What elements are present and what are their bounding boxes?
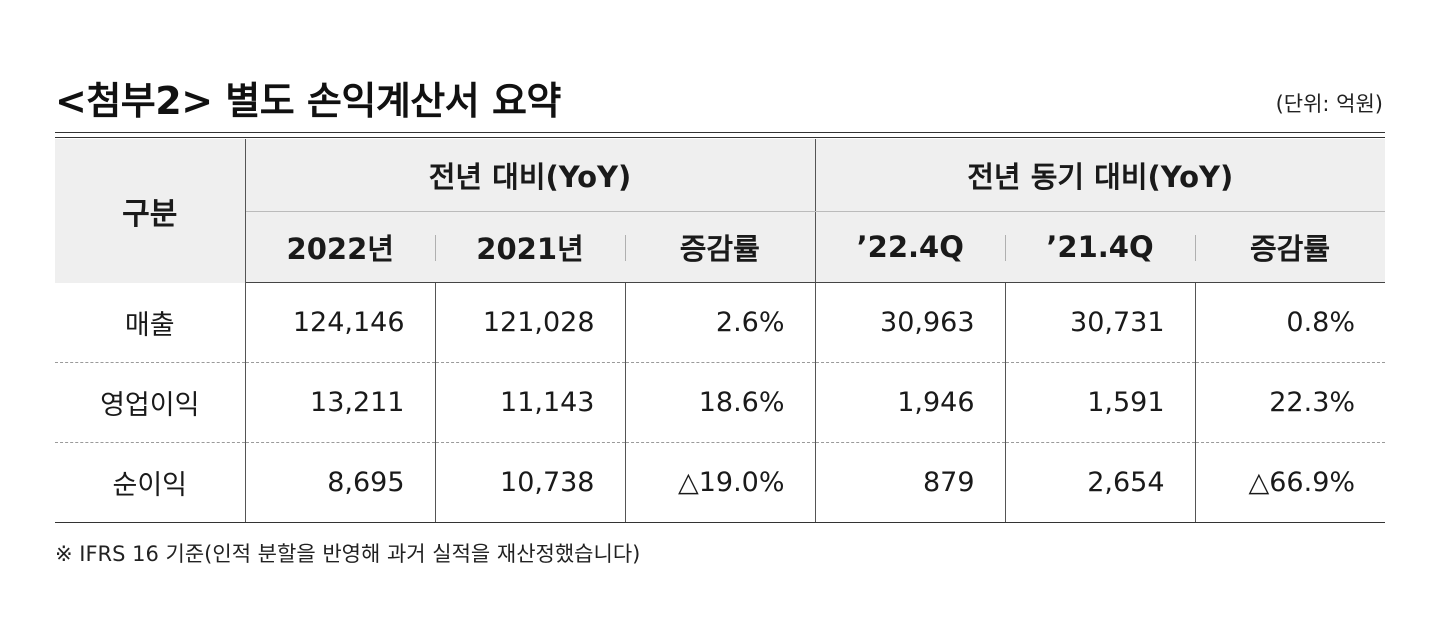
table-cell: 30,731 (1005, 282, 1196, 363)
table-cell: △19.0% (625, 442, 816, 523)
column-header: 증감률 (1195, 211, 1386, 283)
table-cell: 879 (815, 442, 1006, 523)
table-cell: 10,738 (435, 442, 626, 523)
page-title: <첨부2> 별도 손익계산서 요약 (55, 79, 561, 123)
group-header-quarterly: 전년 동기 대비(YoY) (815, 139, 1386, 212)
income-statement-table: 구분 전년 대비(YoY) 전년 동기 대비(YoY) 2022년 2021년 … (55, 139, 1386, 523)
table-cell: 2.6% (625, 282, 816, 363)
row-label: 영업이익 (55, 362, 246, 443)
table-cell: 13,211 (245, 362, 436, 443)
column-header: 증감률 (625, 211, 816, 283)
table-row: 영업이익 13,211 11,143 18.6% 1,946 1,591 22.… (55, 362, 1386, 443)
column-header: ’21.4Q (1005, 211, 1196, 283)
footnote: ※ IFRS 16 기준(인적 분할을 반영해 과거 실적을 재산정했습니다) (55, 542, 641, 566)
table-cell: 1,946 (815, 362, 1006, 443)
column-header: 2021년 (435, 211, 625, 283)
table-cell: 11,143 (435, 362, 626, 443)
table-cell: 18.6% (625, 362, 816, 443)
table-cell: 2,654 (1005, 442, 1196, 523)
table-cell: 22.3% (1195, 362, 1386, 443)
table-cell: 0.8% (1195, 282, 1386, 363)
group-header-annual: 전년 대비(YoY) (245, 139, 816, 212)
column-header: 2022년 (245, 211, 435, 283)
row-header-label: 구분 (55, 139, 246, 283)
table-cell: 124,146 (245, 282, 436, 363)
table-cell: △66.9% (1195, 442, 1386, 523)
table-row: 매출 124,146 121,028 2.6% 30,963 30,731 0.… (55, 282, 1386, 363)
column-header: ’22.4Q (815, 211, 1006, 283)
row-label: 순이익 (55, 442, 246, 523)
table-cell: 121,028 (435, 282, 626, 363)
row-label: 매출 (55, 282, 246, 363)
top-rule (55, 132, 1385, 133)
table-cell: 30,963 (815, 282, 1006, 363)
table-cell: 1,591 (1005, 362, 1196, 443)
table-cell: 8,695 (245, 442, 436, 523)
table-row: 순이익 8,695 10,738 △19.0% 879 2,654 △66.9% (55, 442, 1386, 523)
top-rule-inner (55, 137, 1385, 138)
unit-label: (단위: 억원) (1275, 92, 1383, 116)
